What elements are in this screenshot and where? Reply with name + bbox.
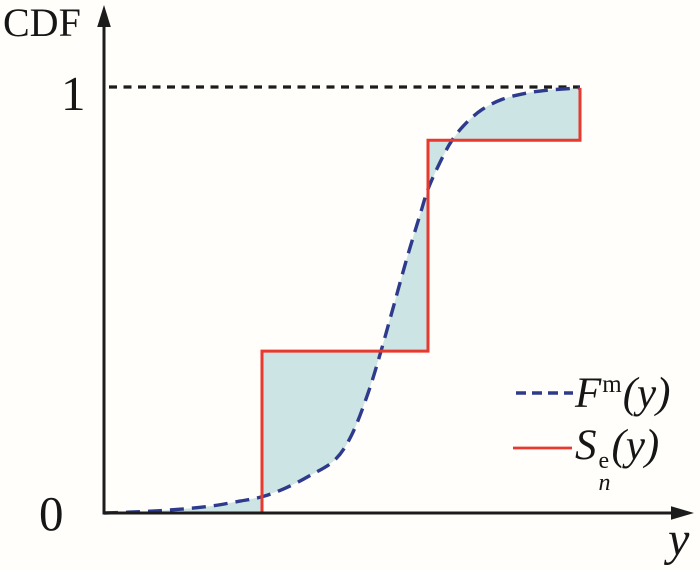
legend-model-label: Fm(y) <box>575 372 670 415</box>
x-axis-arrowhead <box>671 506 694 520</box>
x-axis-label: y <box>668 513 690 566</box>
legend-empirical-superscript: e <box>598 448 610 474</box>
y-axis-arrowhead <box>97 5 111 27</box>
y-axis-label: CDF <box>3 0 81 45</box>
y-tick-label-one: 1 <box>61 66 86 121</box>
axes <box>97 5 694 520</box>
y-tick-label-zero: 0 <box>39 486 64 541</box>
empirical-cdf-step <box>260 87 582 513</box>
legend-model-superscript: m <box>602 371 622 398</box>
legend-model-argument: (y) <box>622 370 671 417</box>
legend-empirical-symbol: S <box>575 422 597 469</box>
legend-empirical-argument: (y) <box>611 422 660 469</box>
fill-region <box>262 351 381 497</box>
legend-empirical-subscript: n <box>598 470 611 497</box>
fill-region <box>428 140 452 190</box>
legend-line-samples <box>513 391 573 450</box>
legend-model-symbol: F <box>575 370 602 417</box>
fill-region <box>452 87 580 141</box>
model-cdf-curve <box>103 86 581 515</box>
fill-region <box>104 496 262 513</box>
